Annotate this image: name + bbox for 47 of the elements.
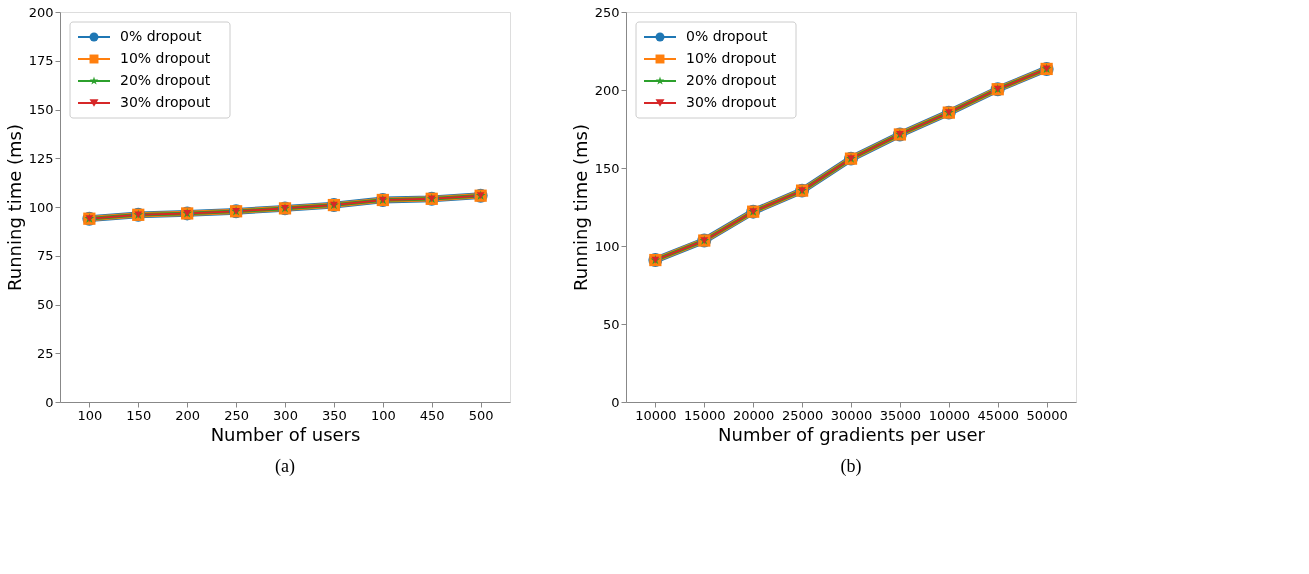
y-axis-title: Running time (ms) xyxy=(3,124,25,291)
y-tick-label: 125 xyxy=(28,150,54,166)
text: (a) xyxy=(275,456,295,477)
x-tick-label: 10000 xyxy=(635,407,677,423)
y-tick-label: 0 xyxy=(611,394,620,410)
x-tick-label: 30000 xyxy=(830,407,873,423)
x-tick-label: 250 xyxy=(224,407,249,423)
x-tick-label: 50000 xyxy=(1026,407,1068,423)
y-tick-label: 100 xyxy=(594,238,620,254)
legend-label: 30% dropout xyxy=(120,94,211,110)
x-tick-label: 20000 xyxy=(732,407,775,423)
legend-label: 20% dropout xyxy=(686,72,777,88)
x-tick-label: 35000 xyxy=(879,407,922,423)
y-tick-label: 25 xyxy=(36,345,54,361)
y-tick-label: 150 xyxy=(28,102,54,117)
legend-label: 0% dropout xyxy=(120,28,202,44)
y-tick-label: 200 xyxy=(28,4,54,20)
y-axis-title: Running time (ms) xyxy=(569,124,591,291)
y-tick-label: 175 xyxy=(28,53,54,69)
x-tick-label: 15000 xyxy=(684,407,726,423)
x-tick-label: 200 xyxy=(175,407,201,423)
x-tick-label: 450 xyxy=(419,407,445,423)
y-tick-label: 250 xyxy=(594,4,620,20)
y-tick-label: 200 xyxy=(594,82,620,98)
y-tick-label: 100 xyxy=(28,199,54,215)
legend-label: 30% dropout xyxy=(686,94,777,110)
x-tick-label: 45000 xyxy=(977,407,1019,423)
y-tick-label: 0 xyxy=(45,394,54,410)
x-tick-label: 300 xyxy=(273,407,298,423)
x-tick-label: 25000 xyxy=(781,407,824,423)
x-tick-label: 100 xyxy=(370,407,396,423)
x-tick-label: 150 xyxy=(126,407,152,423)
legend-label: 10% dropout xyxy=(120,50,211,66)
text: (b) xyxy=(840,456,862,477)
legend-label: 0% dropout xyxy=(686,28,768,44)
y-tick-label: 75 xyxy=(36,248,54,264)
y-tick-label: 50 xyxy=(36,297,54,312)
x-tick-label: 500 xyxy=(468,407,494,423)
legend-label: 10% dropout xyxy=(686,50,777,66)
y-tick-label: 150 xyxy=(594,160,620,176)
y-tick-label: 50 xyxy=(602,316,620,332)
x-tick-label: 10000 xyxy=(928,407,971,423)
x-axis-title: Number of users xyxy=(210,423,361,445)
x-axis-title: Number of gradients per user xyxy=(718,423,986,445)
legend-label: 20% dropout xyxy=(120,72,211,88)
x-tick-label: 350 xyxy=(322,407,347,423)
x-tick-label: 100 xyxy=(77,407,103,423)
